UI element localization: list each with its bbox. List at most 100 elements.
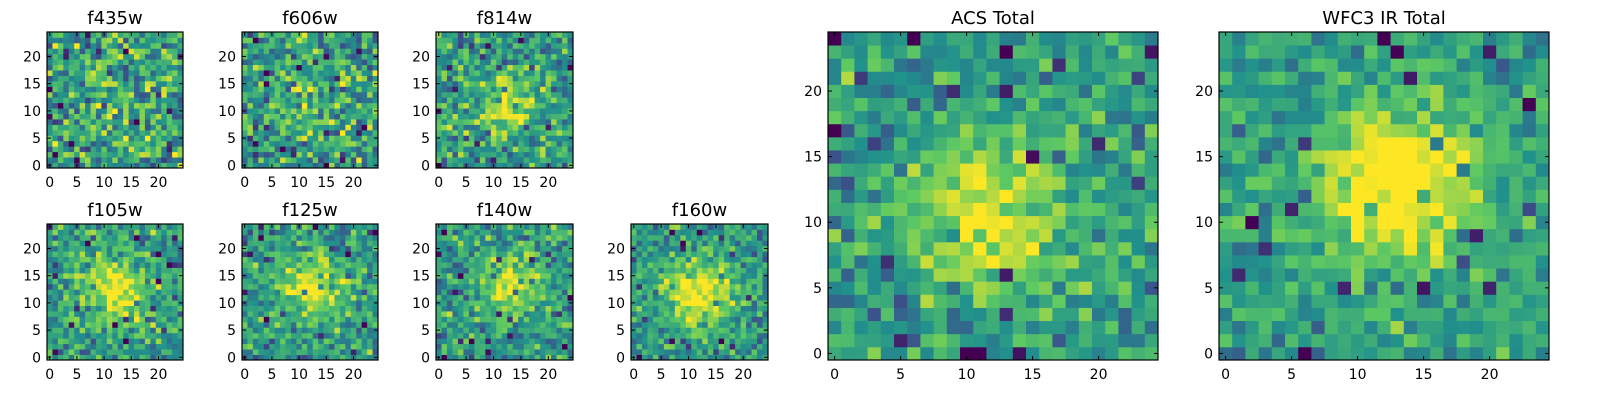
heatmap-cell	[367, 97, 373, 104]
heatmap-cell	[636, 316, 643, 323]
heatmap-cell	[117, 97, 124, 104]
heatmap-cell	[361, 102, 368, 109]
heatmap-cell	[441, 338, 448, 345]
heatmap-cell	[106, 272, 113, 279]
heatmap-cell	[79, 157, 86, 163]
heatmap-cell	[68, 32, 75, 38]
heatmap-cell	[507, 151, 514, 158]
heatmap-cell	[296, 272, 303, 279]
heatmap-cell	[166, 37, 173, 44]
heatmap-cell	[556, 272, 563, 279]
heatmap-cell	[177, 157, 184, 163]
heatmap-cell	[523, 240, 530, 247]
heatmap-cell	[128, 37, 135, 44]
heatmap-cell	[518, 42, 525, 49]
heatmap-cell	[474, 224, 481, 230]
heatmap-cell	[166, 80, 173, 87]
heatmap-cell	[166, 140, 173, 147]
heatmap-cell	[74, 338, 81, 345]
heatmap-cell	[247, 86, 254, 93]
heatmap-cell	[318, 86, 324, 93]
heatmap-cell	[540, 224, 546, 230]
heatmap-cell	[907, 255, 921, 269]
heatmap-cell	[468, 64, 475, 71]
heatmap-cell	[150, 42, 157, 49]
heatmap-cell	[95, 102, 102, 109]
heatmap-cell	[907, 215, 921, 230]
heatmap-cell	[85, 224, 91, 230]
heatmap-cell	[707, 245, 714, 252]
heatmap-cell	[252, 124, 259, 131]
heatmap-cell	[724, 316, 731, 323]
heatmap-cell	[117, 102, 124, 109]
heatmap-cell	[757, 283, 763, 290]
heatmap-cell	[718, 278, 725, 285]
heatmap-cell	[258, 251, 265, 258]
heatmap-cell	[567, 251, 574, 258]
heatmap-cell	[751, 256, 758, 263]
heatmap-cell	[95, 354, 102, 361]
heatmap-cell	[674, 300, 681, 306]
heatmap-cell	[652, 327, 659, 334]
heatmap-cell	[123, 140, 129, 147]
heatmap-cell	[540, 108, 546, 114]
heatmap-cell	[123, 75, 129, 82]
heatmap-cell	[1144, 333, 1159, 348]
heatmap-cell	[636, 267, 643, 274]
heatmap-cell	[567, 321, 574, 328]
heatmap-cell	[960, 346, 974, 361]
heatmap-cell	[479, 327, 486, 334]
heatmap-cell	[318, 108, 324, 114]
heatmap-cell	[301, 157, 308, 163]
heatmap-cell	[479, 262, 486, 268]
heatmap-cell	[556, 108, 563, 114]
heatmap-cell	[155, 37, 162, 44]
heatmap-cell	[128, 108, 135, 114]
heatmap-cell	[1012, 294, 1027, 308]
heatmap-cell	[329, 70, 335, 76]
heatmap-cell	[95, 283, 102, 290]
heatmap-cell	[134, 251, 140, 258]
heatmap-cell	[436, 102, 442, 109]
heatmap-cell	[269, 151, 276, 158]
heatmap-cell	[501, 343, 508, 350]
heatmap-cell	[307, 162, 314, 169]
heatmap-cell	[166, 108, 173, 114]
heatmap-cell	[79, 283, 86, 290]
heatmap-cell	[263, 162, 270, 169]
heatmap-cell	[463, 294, 470, 301]
heatmap-cell	[150, 349, 157, 355]
heatmap-cell	[828, 346, 842, 361]
heatmap-cell	[372, 229, 379, 236]
heatmap-cell	[463, 86, 470, 93]
x-tick-label: 15	[707, 367, 725, 383]
heatmap-cell	[485, 151, 492, 158]
heatmap-cell	[986, 202, 1000, 217]
heatmap-cell	[177, 278, 184, 285]
heatmap-cell	[356, 151, 363, 158]
heatmap-cell	[729, 224, 736, 230]
heatmap-cell	[269, 91, 276, 98]
x-tick-label: 20	[150, 175, 168, 191]
heatmap-cell	[501, 86, 508, 93]
heatmap-cell	[707, 256, 714, 263]
heatmap-cell	[680, 283, 687, 290]
heatmap-cell	[312, 224, 319, 230]
heatmap-cell	[334, 91, 341, 98]
heatmap-cell	[501, 37, 508, 44]
heatmap-cell	[172, 338, 178, 345]
heatmap-cell	[296, 229, 303, 236]
heatmap-cell	[463, 245, 470, 252]
heatmap-cell	[663, 229, 670, 236]
heatmap-cell	[1092, 215, 1106, 230]
heatmap-cell	[490, 75, 497, 82]
heatmap-cell	[301, 321, 308, 328]
heatmap-cell	[485, 113, 492, 120]
heatmap-cell	[468, 234, 475, 241]
heatmap-cell	[285, 102, 292, 109]
heatmap-cell	[144, 97, 151, 104]
heatmap-cell	[79, 311, 86, 317]
heatmap-cell	[841, 228, 855, 243]
heatmap-cell	[47, 256, 53, 263]
x-tick-label: 5	[267, 367, 276, 383]
